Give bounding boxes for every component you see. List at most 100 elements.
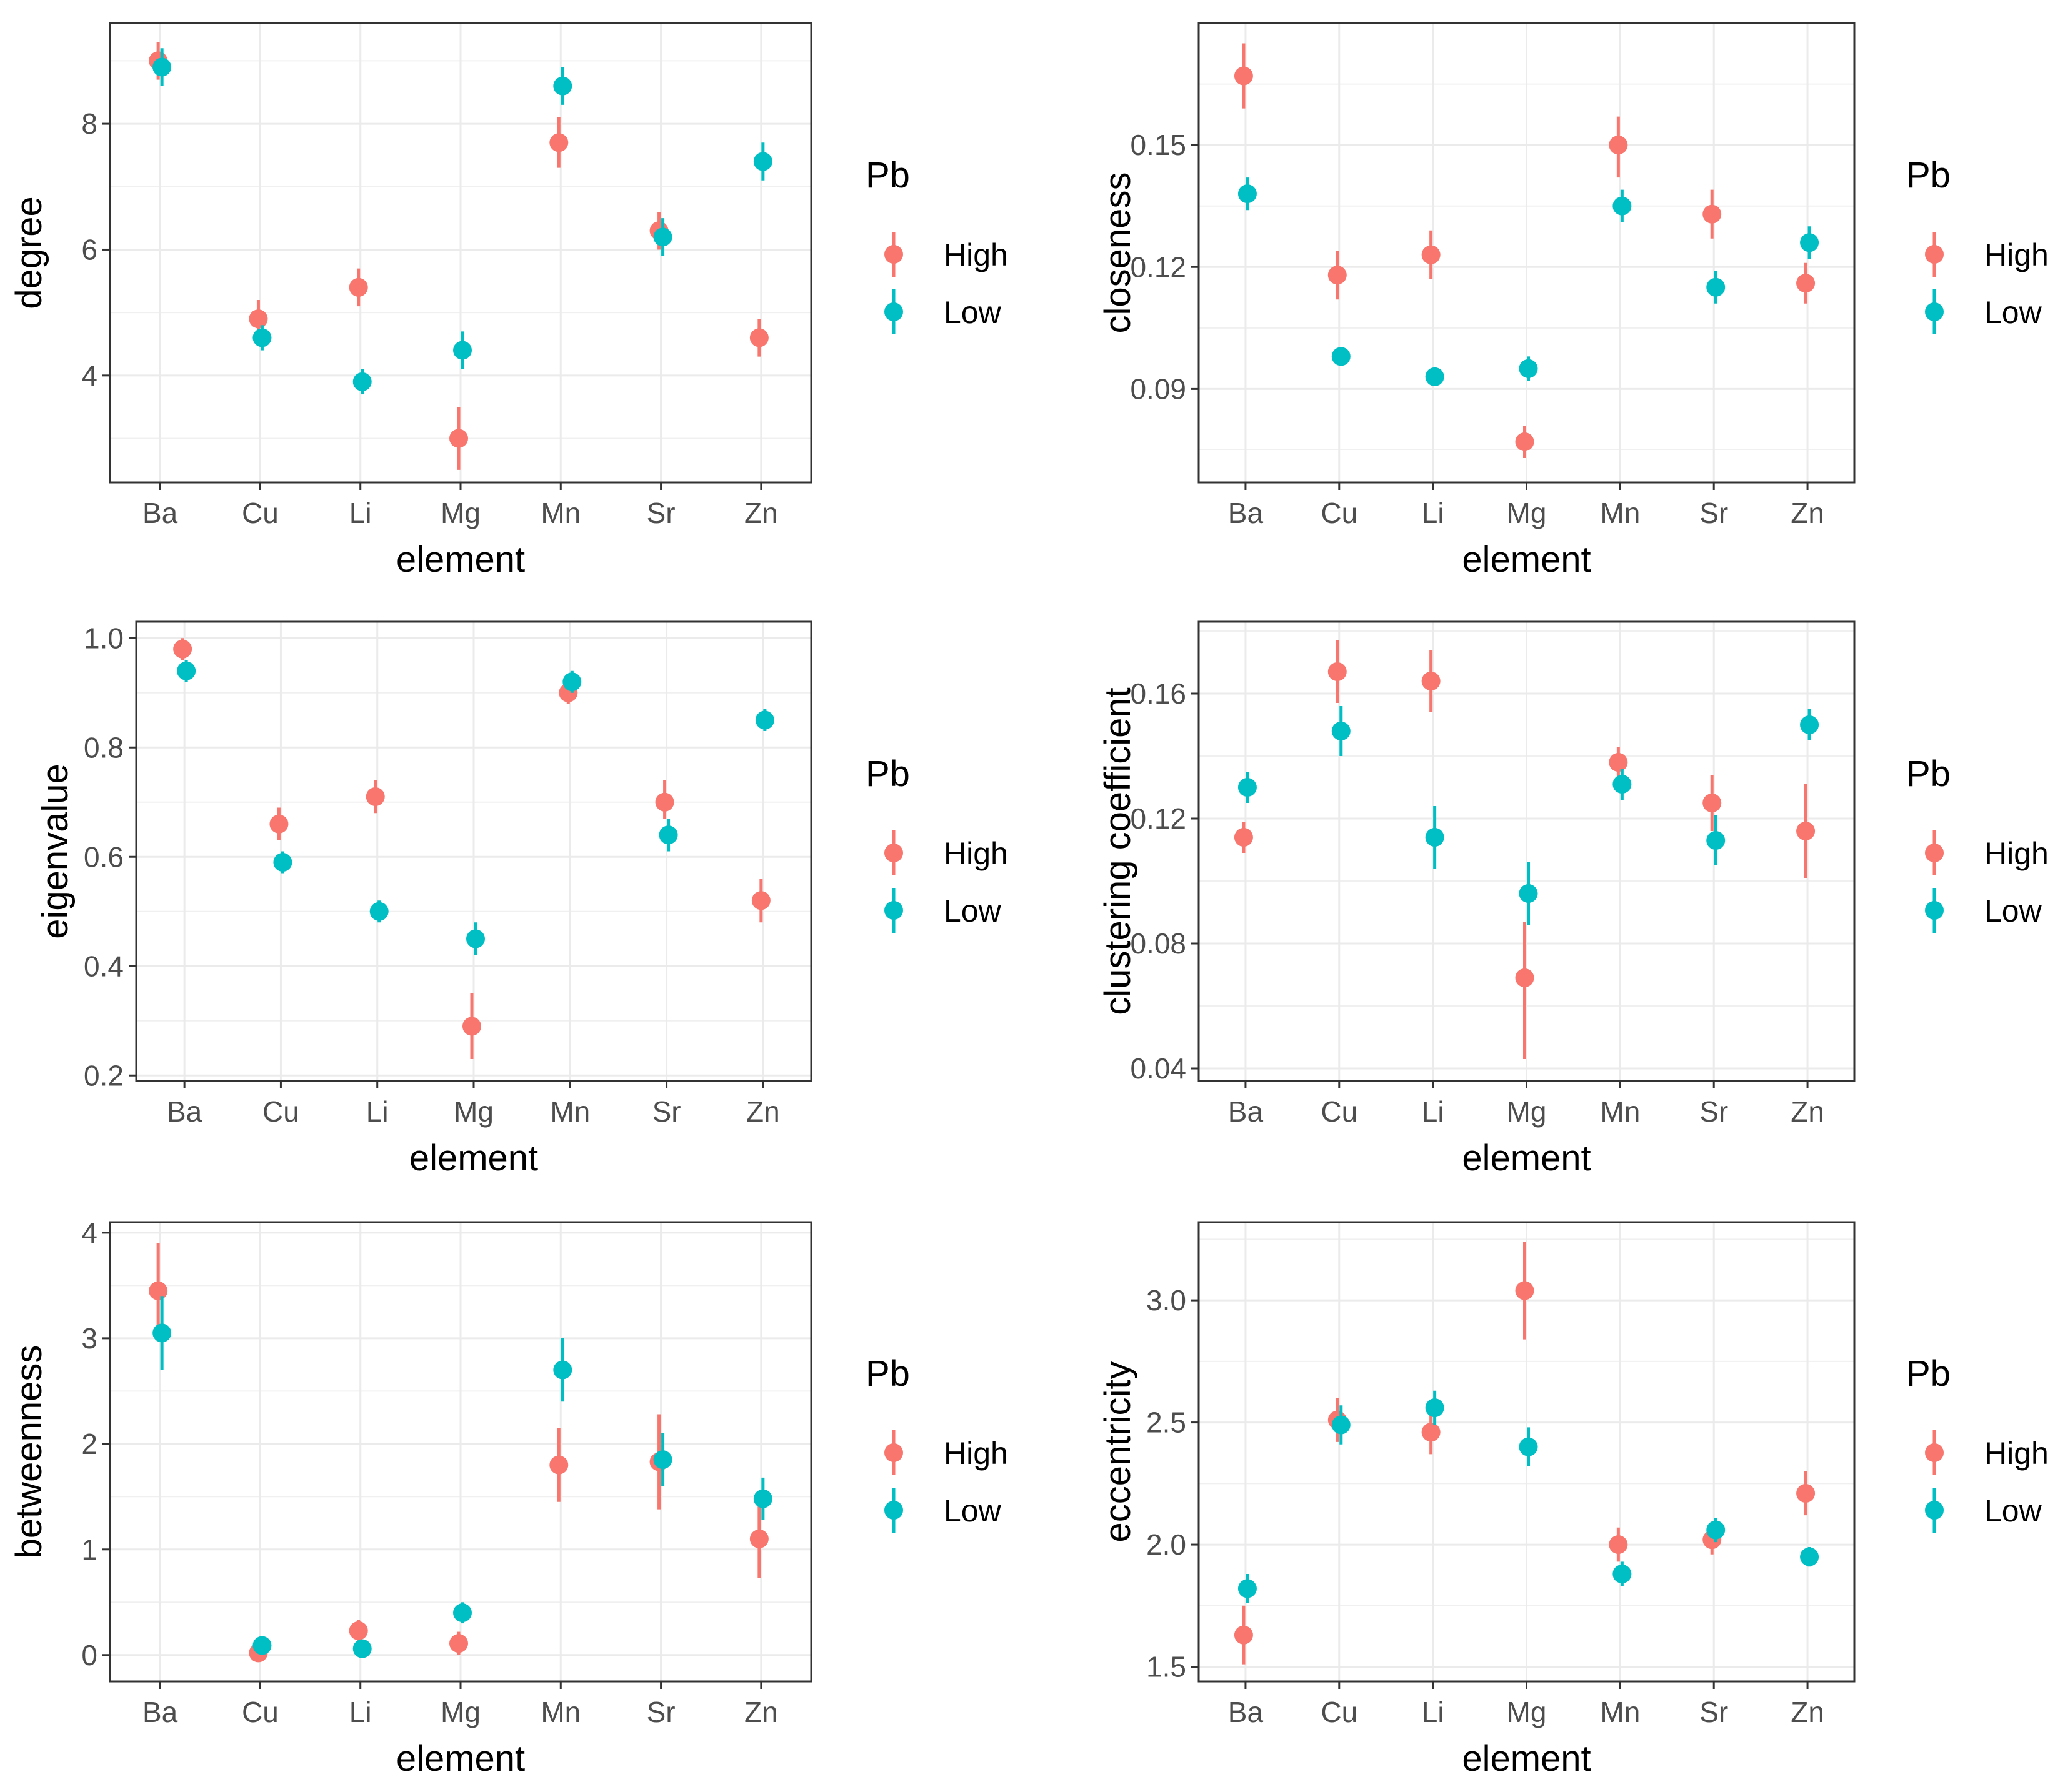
legend-key-point-high <box>1925 844 1944 862</box>
point-low-zn <box>1800 233 1819 252</box>
point-low-sr <box>653 1450 672 1470</box>
point-low-zn <box>753 1489 772 1508</box>
x-axis-title: element <box>396 1738 525 1779</box>
point-high-sr <box>655 792 674 812</box>
legend-label-high: High <box>1984 237 2049 272</box>
point-high-mn <box>1609 136 1628 155</box>
point-low-mg <box>1519 884 1538 903</box>
y-tick-label: 0.16 <box>1130 677 1186 710</box>
point-high-cu <box>249 309 268 329</box>
legend-title: Pb <box>1906 754 1951 794</box>
x-tick-label: Cu <box>262 1095 299 1128</box>
point-high-li <box>349 277 368 297</box>
point-high-li <box>1421 672 1441 690</box>
y-axis-title: closeness <box>1098 172 1138 334</box>
point-low-li <box>352 372 372 391</box>
legend: Pb High Low <box>1906 754 2049 933</box>
x-tick-label: Li <box>349 1696 372 1728</box>
legend-key-point-high <box>884 844 903 862</box>
point-low-mn <box>553 1360 572 1380</box>
x-tick-label: Cu <box>1321 1696 1358 1728</box>
legend-label-high: High <box>944 836 1008 871</box>
y-tick-label: 1.0 <box>84 622 124 654</box>
x-tick-label: Zn <box>1791 497 1824 529</box>
x-tick-label: Mg <box>441 1696 481 1728</box>
point-high-cu <box>1328 266 1347 285</box>
point-high-sr <box>1702 794 1722 812</box>
x-axis-title: element <box>1462 1138 1591 1178</box>
legend: Pb High Low <box>1906 1353 2049 1533</box>
panel-eigenvalue: 0.2 0.4 0.6 0.8 1.0 Ba Cu Li Mg Mn Sr Zn element eige… <box>35 620 1008 1178</box>
x-axis-title: element <box>396 539 525 580</box>
x-tick-label: Cu <box>1321 497 1358 529</box>
x-tick-label: Li <box>366 1095 389 1128</box>
y-tick-label: 0.08 <box>1130 927 1186 960</box>
legend-key-point-low <box>884 302 903 321</box>
legend-key-point-high <box>1925 245 1944 264</box>
point-low-li <box>369 902 389 921</box>
y-tick-label: 0 <box>81 1639 98 1671</box>
legend-title: Pb <box>1906 1353 1951 1394</box>
legend: Pb High Low <box>866 155 1008 334</box>
point-low-mg <box>1519 359 1538 378</box>
point-high-cu <box>1328 662 1347 681</box>
point-high-mg <box>462 1017 481 1036</box>
x-axis-title: element <box>1462 1738 1591 1779</box>
x-tick-label: Li <box>349 497 372 529</box>
legend-title: Pb <box>866 155 910 196</box>
point-low-mn <box>553 76 572 96</box>
y-axis-title: eccentricity <box>1098 1361 1138 1542</box>
legend-key-point-low <box>1925 302 1944 321</box>
legend-key-point-high <box>884 245 903 264</box>
panel-degree: 4 6 8 Ba Cu Li Mg Mn Sr Zn element degree Pb High Low <box>9 22 1008 580</box>
legend-label-high: High <box>944 237 1008 272</box>
point-low-li <box>1425 1398 1444 1418</box>
x-tick-label: Mg <box>441 497 481 529</box>
y-axis-title: clustering coefficient <box>1098 687 1138 1015</box>
y-tick-label: 1 <box>81 1533 98 1566</box>
panel-betweenness: 0 1 2 3 4 Ba Cu Li Mg Mn Sr Zn element betweenness Pb H… <box>9 1217 1008 1779</box>
x-tick-label: Ba <box>142 1696 178 1728</box>
point-low-cu <box>273 853 292 872</box>
x-tick-label: Ba <box>1228 1696 1264 1728</box>
x-tick-label: Ba <box>1228 497 1264 529</box>
point-high-mg <box>449 429 468 448</box>
point-high-mn <box>549 1455 569 1475</box>
point-low-mg <box>1519 1437 1538 1456</box>
x-tick-label: Sr <box>647 497 676 529</box>
point-low-zn <box>1800 715 1819 734</box>
panel-eccentricity: 1.5 2.0 2.5 3.0 Ba Cu Li Mg Mn Sr Zn element eccentr… <box>1098 1221 2049 1779</box>
x-tick-label: Li <box>1422 1095 1444 1128</box>
y-tick-label: 0.4 <box>84 950 124 982</box>
y-tick-label: 2 <box>81 1428 98 1460</box>
legend-key-point-low <box>884 901 903 920</box>
point-low-sr <box>653 227 672 247</box>
legend-label-low: Low <box>1984 1493 2042 1528</box>
legend: Pb High Low <box>1906 155 2049 334</box>
y-tick-label: 4 <box>81 359 98 392</box>
point-low-ba <box>152 57 172 77</box>
point-low-ba <box>1238 1579 1257 1598</box>
legend-label-low: Low <box>1984 295 2042 330</box>
x-tick-label: Zn <box>1791 1696 1824 1728</box>
x-tick-label: Cu <box>242 1696 279 1728</box>
point-low-sr <box>1706 1520 1726 1540</box>
x-tick-label: Zn <box>744 1696 778 1728</box>
point-low-ba <box>1238 184 1257 204</box>
point-high-li <box>366 787 385 806</box>
point-low-li <box>352 1639 372 1658</box>
legend-label-low: Low <box>944 1493 1002 1528</box>
point-low-cu <box>1331 347 1351 366</box>
y-tick-label: 1.5 <box>1146 1651 1186 1683</box>
x-tick-label: Mn <box>1600 497 1640 529</box>
point-high-sr <box>1702 204 1722 224</box>
point-high-ba <box>149 1281 168 1300</box>
y-tick-label: 0.15 <box>1130 129 1186 161</box>
point-high-mg <box>1515 1281 1534 1300</box>
point-low-sr <box>659 825 678 845</box>
point-low-zn <box>1800 1547 1819 1566</box>
point-high-ba <box>173 639 192 659</box>
legend-label-low: Low <box>944 295 1002 330</box>
y-tick-label: 4 <box>81 1217 98 1249</box>
